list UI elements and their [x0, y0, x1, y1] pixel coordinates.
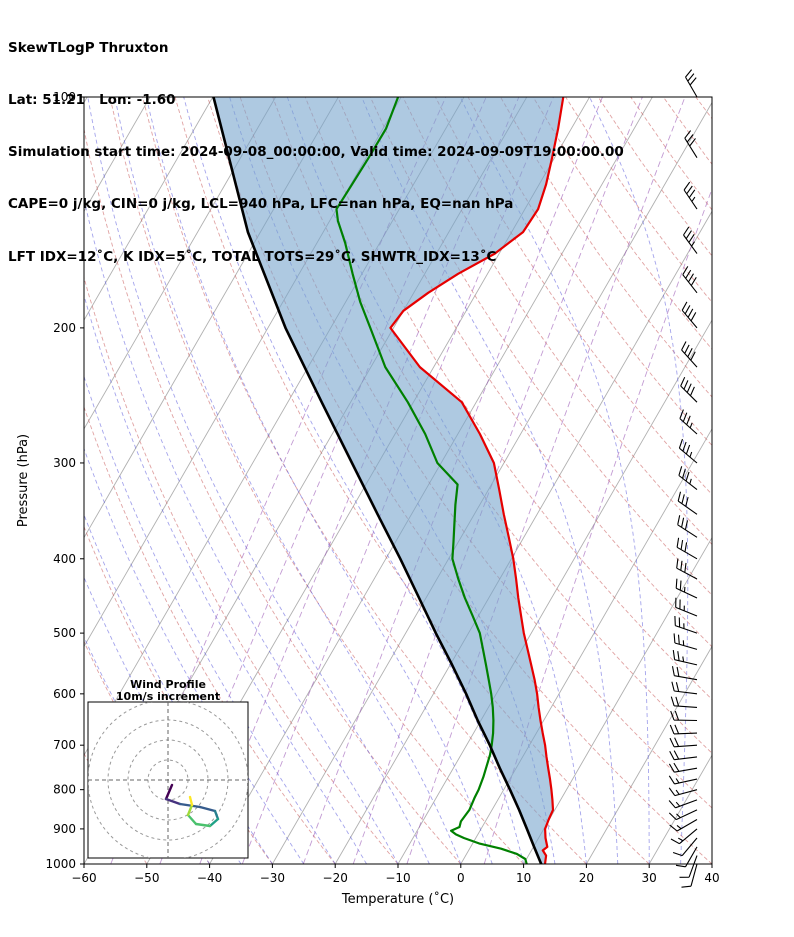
parcel-curve	[212, 97, 543, 864]
wind-barb	[682, 266, 698, 294]
x-tick-label: −50	[134, 871, 159, 885]
y-tick-label: 300	[53, 456, 76, 470]
wind-barb	[679, 409, 698, 435]
wind-barb	[668, 762, 698, 773]
wind-barb	[680, 376, 698, 403]
header-cape-line: CAPE=0 j/kg, CIN=0 j/kg, LCL=940 hPa, LF…	[8, 196, 514, 213]
figure-title: SkewTLogP Thruxton	[8, 39, 169, 56]
dewpoint-curve	[335, 97, 528, 864]
wind-barb	[675, 597, 698, 617]
y-tick-label: 900	[53, 822, 76, 836]
wind-barbs-column	[668, 69, 698, 888]
wind-barb	[676, 537, 698, 560]
hodograph-trace-segment	[178, 802, 202, 809]
wind-barb	[672, 650, 698, 666]
y-tick-label: 500	[53, 626, 76, 640]
wind-barb	[683, 226, 698, 254]
x-tick-label: −10	[385, 871, 410, 885]
y-tick-label: 700	[53, 738, 76, 752]
plot-area	[84, 97, 712, 864]
hodograph-trace-segment	[164, 783, 174, 801]
hodograph-trace-segment	[164, 797, 182, 806]
hodograph-trace-segment	[188, 795, 194, 807]
wind-barb	[670, 710, 698, 722]
wind-barb	[673, 633, 698, 650]
hodograph-title: Wind Profile	[130, 678, 206, 691]
wind-barb	[675, 846, 698, 868]
wind-barb	[677, 491, 698, 515]
x-tick-label: −20	[323, 871, 348, 885]
x-axis: −60 −50 −40 −30 −20 −10 0 10 20 30 40	[71, 864, 720, 885]
x-tick-label: 40	[704, 871, 719, 885]
wind-barb	[668, 775, 698, 785]
wind-barb	[678, 466, 698, 491]
x-tick-label: −40	[197, 871, 222, 885]
y-tick-label: 400	[53, 552, 76, 566]
hodograph-subtitle: 10m/s increment	[116, 690, 220, 703]
wind-barb	[678, 438, 698, 464]
temperature-curve	[389, 97, 565, 864]
wind-barb	[672, 837, 698, 857]
y-tick-label: 800	[53, 783, 76, 797]
wind-barb	[685, 69, 698, 98]
hodograph-trace-segment	[198, 805, 217, 813]
header-times: Simulation start time: 2024-09-08_00:00:…	[8, 144, 624, 161]
wind-barb	[669, 750, 698, 761]
hodograph-trace-segment	[213, 809, 220, 821]
hodograph-trace-segment	[208, 817, 220, 828]
y-tick-label: 200	[53, 321, 76, 335]
wind-barb	[670, 696, 698, 708]
y-tick-label: 600	[53, 687, 76, 701]
wind-barb	[681, 863, 698, 888]
header-block: SkewTLogP Thruxton Lat: 51.21 Lon: -1.60…	[8, 5, 624, 301]
hodograph-trace-segment	[186, 803, 194, 817]
x-tick-label: 10	[516, 871, 531, 885]
hodograph-trace-segment	[194, 822, 212, 828]
wind-barb	[670, 828, 698, 845]
wind-barb	[668, 787, 698, 797]
wind-barb	[671, 681, 698, 695]
y-axis-label: Pressure (hPa)	[16, 434, 31, 527]
x-axis-label: Temperature (˚C)	[341, 891, 454, 907]
wind-barb	[669, 819, 698, 832]
x-tick-label: 0	[457, 871, 465, 885]
wind-barb	[669, 724, 698, 735]
wind-barb	[677, 515, 698, 538]
hodograph-trace-segment	[186, 813, 198, 826]
wind-barb	[683, 181, 698, 210]
y-tick-label: 100	[53, 90, 76, 104]
wind-barb	[668, 809, 698, 821]
x-tick-label: −30	[260, 871, 285, 885]
wind-barb	[681, 301, 698, 329]
wind-barb	[668, 799, 698, 809]
header-latlon: Lat: 51.21 Lon: -1.60	[8, 92, 176, 109]
x-tick-label: −60	[71, 871, 96, 885]
wind-barb	[681, 341, 698, 368]
wind-barb	[679, 855, 698, 878]
cin-shading	[213, 97, 564, 864]
wind-barb	[676, 558, 698, 580]
wind-barb	[675, 578, 698, 599]
x-tick-label: 20	[579, 871, 594, 885]
x-tick-label: 30	[642, 871, 657, 885]
y-axis: 100 200 300 400 500 600 700 800 900 1000	[45, 90, 84, 871]
wind-barb	[671, 666, 698, 681]
wind-barb	[674, 615, 698, 634]
header-indices-line: LFT IDX=12˚C, K IDX=5˚C, TOTAL TOTS=29˚C…	[8, 248, 497, 265]
wind-barb	[684, 130, 698, 158]
y-tick-label: 1000	[45, 857, 76, 871]
wind-barb	[669, 737, 698, 748]
